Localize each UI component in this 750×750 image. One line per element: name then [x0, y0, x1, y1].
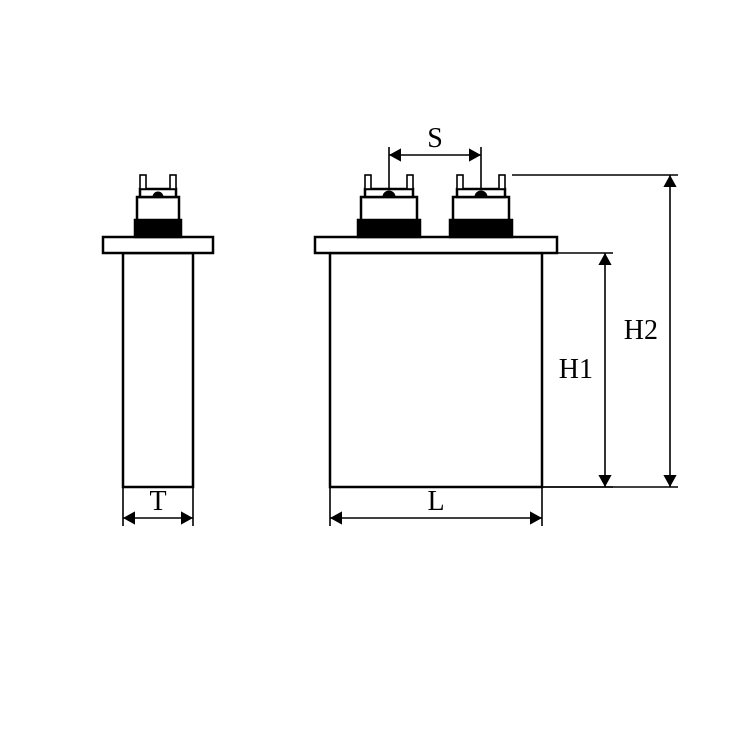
- front-view: L S H1 H2: [315, 123, 678, 526]
- dim-H1: H1: [542, 253, 613, 487]
- dim-T-label: T: [149, 486, 166, 517]
- side-view: T: [103, 175, 213, 526]
- dim-S-label: S: [427, 123, 443, 154]
- dim-H1-label: H1: [559, 354, 593, 385]
- dimension-diagram: T L S H1 H2: [0, 0, 750, 750]
- side-flange: [103, 237, 213, 253]
- front-terminal-1-neck: [361, 197, 417, 220]
- front-terminal-2-base: [450, 220, 512, 237]
- side-terminal-pin-right: [170, 175, 176, 189]
- dim-S: S: [389, 123, 481, 189]
- front-terminal-1-base: [358, 220, 420, 237]
- front-terminal-1-pin-left: [365, 175, 371, 189]
- front-terminal-1-pin-right: [407, 175, 413, 189]
- side-terminal-base: [135, 220, 181, 237]
- side-terminal: [135, 175, 181, 237]
- front-terminal-2-pin-right: [499, 175, 505, 189]
- dim-L: L: [330, 486, 542, 526]
- front-flange: [315, 237, 557, 253]
- front-body: [330, 253, 542, 487]
- front-terminal-2-pin-left: [457, 175, 463, 189]
- side-terminal-neck: [137, 197, 179, 220]
- dim-H2-label: H2: [624, 315, 658, 346]
- side-terminal-pin-left: [140, 175, 146, 189]
- side-body: [123, 253, 193, 487]
- front-terminal-2-neck: [453, 197, 509, 220]
- dim-T: T: [123, 486, 193, 526]
- dim-L-label: L: [427, 486, 444, 517]
